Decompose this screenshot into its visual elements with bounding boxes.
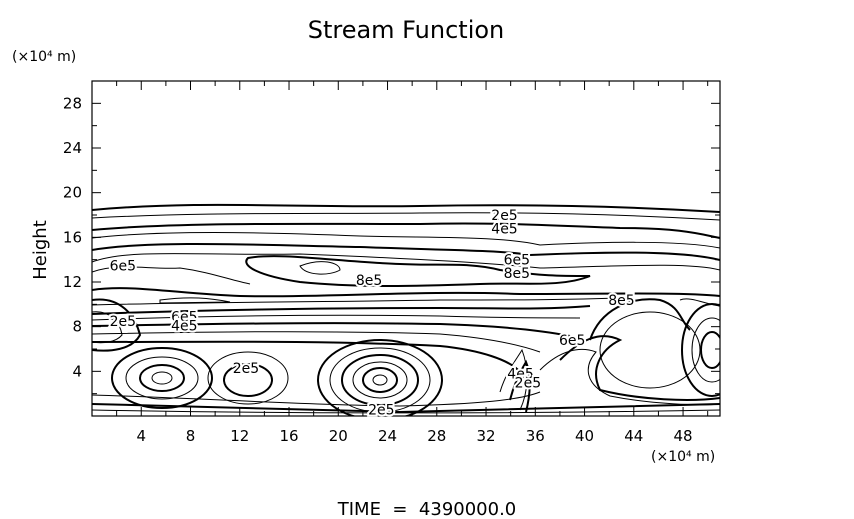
contour-label: 6e5 [110, 258, 136, 274]
contour-label: 6e5 [171, 310, 197, 326]
y-tick-label: 16 [63, 228, 82, 246]
contour-line [341, 354, 419, 406]
y-tick-label: 12 [63, 273, 82, 291]
contour-line [92, 212, 720, 221]
x-unit-label: (×10⁴ m) [651, 449, 715, 465]
contour-label: 4e5 [171, 319, 197, 335]
y-tick-label: 24 [63, 139, 82, 157]
contour-line [92, 253, 720, 271]
x-tick-label: 8 [186, 427, 196, 445]
x-tick-label: 32 [476, 427, 495, 445]
contour-line [509, 359, 531, 413]
x-tick-label: 16 [279, 427, 298, 445]
x-tick-label: 48 [674, 427, 693, 445]
contour-line [679, 298, 720, 307]
y-unit-label: (×10⁴ m) [12, 49, 76, 65]
x-tick-label: 44 [624, 427, 643, 445]
contour-line [207, 351, 289, 405]
contour-label: 2e5 [491, 208, 517, 224]
contour-line [92, 340, 521, 373]
contour-line [223, 363, 273, 397]
contour-line [92, 322, 571, 337]
contour-label: 2e5 [368, 402, 394, 418]
contour-label: 2e5 [110, 314, 136, 330]
contour-line [559, 335, 720, 401]
contour-line [299, 261, 341, 275]
contour-label: 6e5 [504, 253, 530, 269]
contour-line [539, 349, 720, 406]
contour-label: 2e5 [515, 376, 541, 392]
contour-label: 8e5 [608, 293, 634, 309]
contour-line [92, 314, 581, 321]
chart-title: Stream Function [308, 16, 505, 44]
y-tick-label: 8 [72, 318, 82, 336]
contour-line [700, 331, 720, 369]
contour-label: 2e5 [233, 361, 259, 377]
contour-label: 4e5 [491, 221, 517, 237]
contour-line [92, 266, 251, 285]
contour-line [92, 305, 591, 315]
contour-line [92, 403, 720, 414]
y-axis: 4 8 12 16 20 24 28 [63, 94, 720, 395]
contour-line [92, 242, 720, 261]
x-tick-label: 40 [575, 427, 594, 445]
contour-line [92, 391, 541, 407]
contour-line [92, 409, 720, 414]
contour-lines [92, 203, 720, 416]
plot-frame [91, 80, 721, 417]
contour-line [352, 361, 408, 399]
x-tick-label: 4 [136, 427, 146, 445]
contour-line [92, 287, 720, 298]
contour-line [499, 348, 528, 411]
contour-line [362, 367, 398, 393]
contour-line [589, 298, 691, 341]
contour-line [92, 232, 720, 249]
x-tick-label: 24 [378, 427, 397, 445]
contour-line [317, 339, 443, 416]
contour-line [92, 203, 720, 213]
time-footer: TIME = 4390000.0 [337, 499, 517, 519]
contour-line [159, 297, 231, 304]
contour-line [92, 331, 541, 353]
contour-line [151, 371, 173, 385]
contour-label: 8e5 [504, 266, 530, 282]
y-tick-label: 4 [72, 362, 82, 380]
x-tick-label: 36 [526, 427, 545, 445]
contour-line [139, 364, 185, 392]
contour-line [111, 347, 213, 409]
y-tick-label: 20 [63, 184, 82, 202]
contour-line [92, 297, 621, 306]
contour-line [92, 298, 142, 352]
contour-line [92, 311, 123, 344]
contour-line [245, 255, 591, 287]
contour-label: 4e5 [507, 367, 533, 383]
x-tick-label: 28 [427, 427, 446, 445]
contour-label: 8e5 [356, 273, 382, 289]
y-axis-label: Height [30, 220, 51, 280]
contour-line [599, 311, 701, 389]
x-tick-label: 20 [329, 427, 348, 445]
x-tick-label: 12 [230, 427, 249, 445]
y-tick-label: 28 [63, 94, 82, 112]
contour-line [372, 374, 388, 386]
contour-line [92, 222, 720, 239]
contour-line [125, 356, 199, 400]
x-axis: 4 8 12 16 20 24 28 32 36 40 44 48 [116, 81, 709, 445]
contour-line [691, 317, 720, 383]
contour-label: 6e5 [559, 333, 585, 349]
